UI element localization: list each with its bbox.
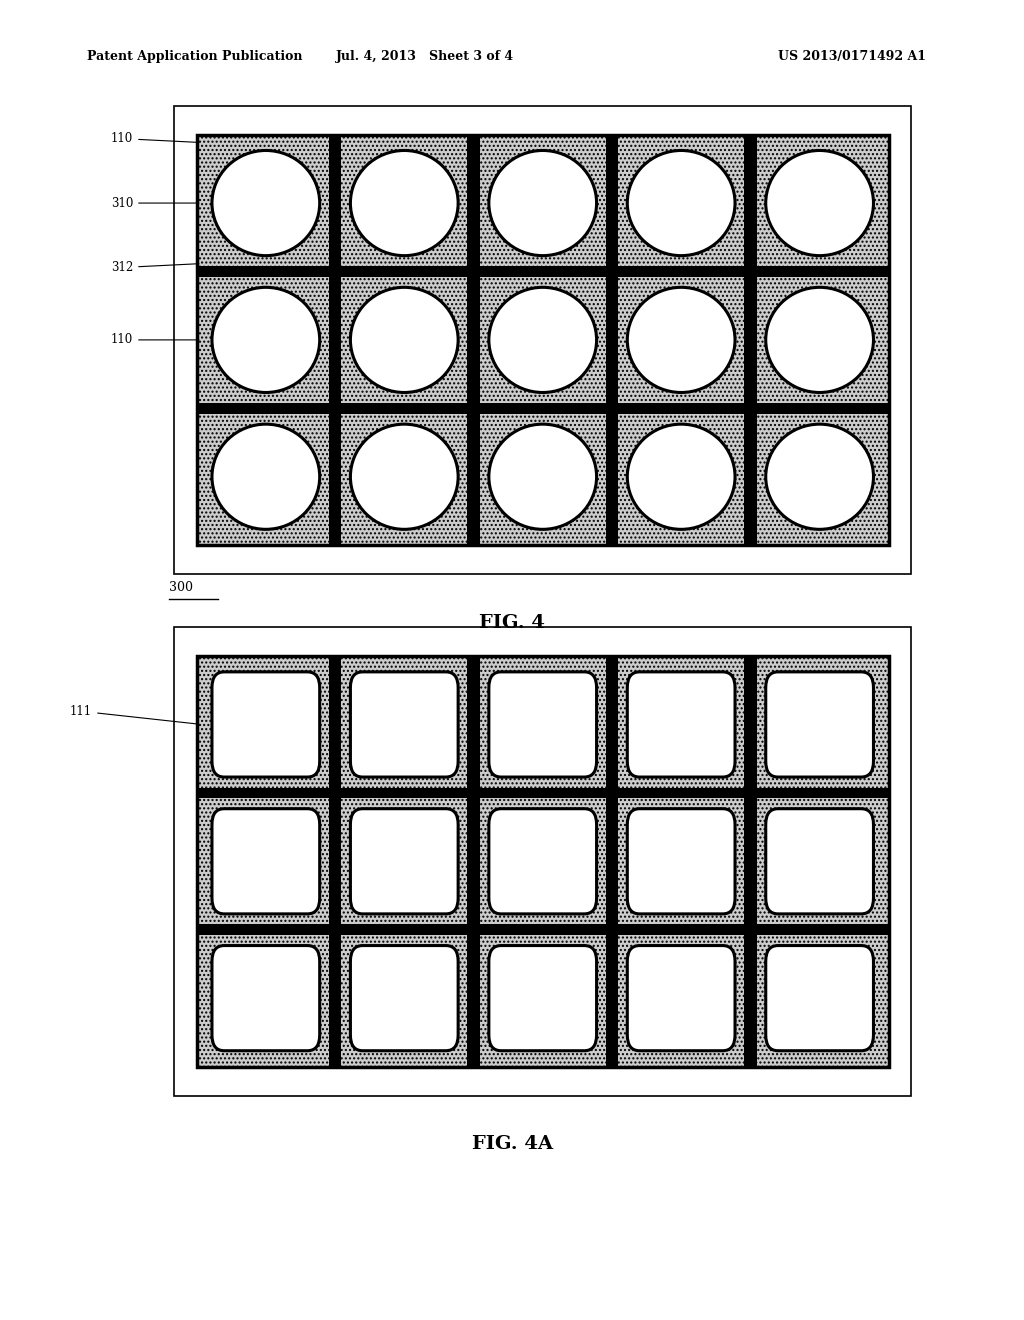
FancyBboxPatch shape xyxy=(212,672,319,777)
Text: US 2013/0171492 A1: US 2013/0171492 A1 xyxy=(778,50,927,63)
FancyBboxPatch shape xyxy=(628,809,735,913)
Text: Jul. 4, 2013   Sheet 3 of 4: Jul. 4, 2013 Sheet 3 of 4 xyxy=(336,50,514,63)
FancyBboxPatch shape xyxy=(766,672,873,777)
Text: FIG. 4: FIG. 4 xyxy=(479,614,545,632)
Bar xyxy=(467,656,479,1067)
Ellipse shape xyxy=(212,424,319,529)
Ellipse shape xyxy=(628,424,735,529)
FancyBboxPatch shape xyxy=(350,809,458,913)
Bar xyxy=(329,656,341,1067)
Text: 110: 110 xyxy=(111,334,199,346)
FancyBboxPatch shape xyxy=(766,945,873,1051)
Text: Patent Application Publication: Patent Application Publication xyxy=(87,50,302,63)
FancyBboxPatch shape xyxy=(488,809,597,913)
Ellipse shape xyxy=(766,150,873,256)
Text: 312: 312 xyxy=(111,261,199,275)
Ellipse shape xyxy=(628,150,735,256)
Ellipse shape xyxy=(488,288,597,392)
FancyBboxPatch shape xyxy=(212,945,319,1051)
FancyBboxPatch shape xyxy=(628,672,735,777)
Bar xyxy=(174,627,911,1096)
FancyBboxPatch shape xyxy=(488,672,597,777)
Bar xyxy=(606,135,618,545)
Ellipse shape xyxy=(488,424,597,529)
Bar xyxy=(174,106,911,574)
Text: 111: 111 xyxy=(70,705,199,725)
Text: 110: 110 xyxy=(111,132,199,145)
Text: FIG. 4A: FIG. 4A xyxy=(471,1135,553,1154)
FancyBboxPatch shape xyxy=(350,672,458,777)
Bar xyxy=(744,656,757,1067)
Bar xyxy=(744,135,757,545)
Bar xyxy=(197,135,889,545)
FancyBboxPatch shape xyxy=(350,945,458,1051)
Bar xyxy=(197,788,889,799)
Bar xyxy=(197,403,889,413)
Ellipse shape xyxy=(350,150,458,256)
Ellipse shape xyxy=(766,288,873,392)
Bar xyxy=(606,656,618,1067)
Ellipse shape xyxy=(766,424,873,529)
Ellipse shape xyxy=(488,150,597,256)
Bar xyxy=(197,924,889,935)
Bar xyxy=(197,656,889,1067)
FancyBboxPatch shape xyxy=(766,809,873,913)
Ellipse shape xyxy=(350,424,458,529)
FancyBboxPatch shape xyxy=(488,945,597,1051)
Ellipse shape xyxy=(628,288,735,392)
Ellipse shape xyxy=(212,288,319,392)
Ellipse shape xyxy=(212,150,319,256)
Ellipse shape xyxy=(350,288,458,392)
FancyBboxPatch shape xyxy=(212,809,319,913)
Bar xyxy=(329,135,341,545)
Text: 300: 300 xyxy=(169,581,193,594)
FancyBboxPatch shape xyxy=(628,945,735,1051)
Bar xyxy=(467,135,479,545)
Text: 310: 310 xyxy=(111,197,199,210)
Bar xyxy=(197,267,889,277)
